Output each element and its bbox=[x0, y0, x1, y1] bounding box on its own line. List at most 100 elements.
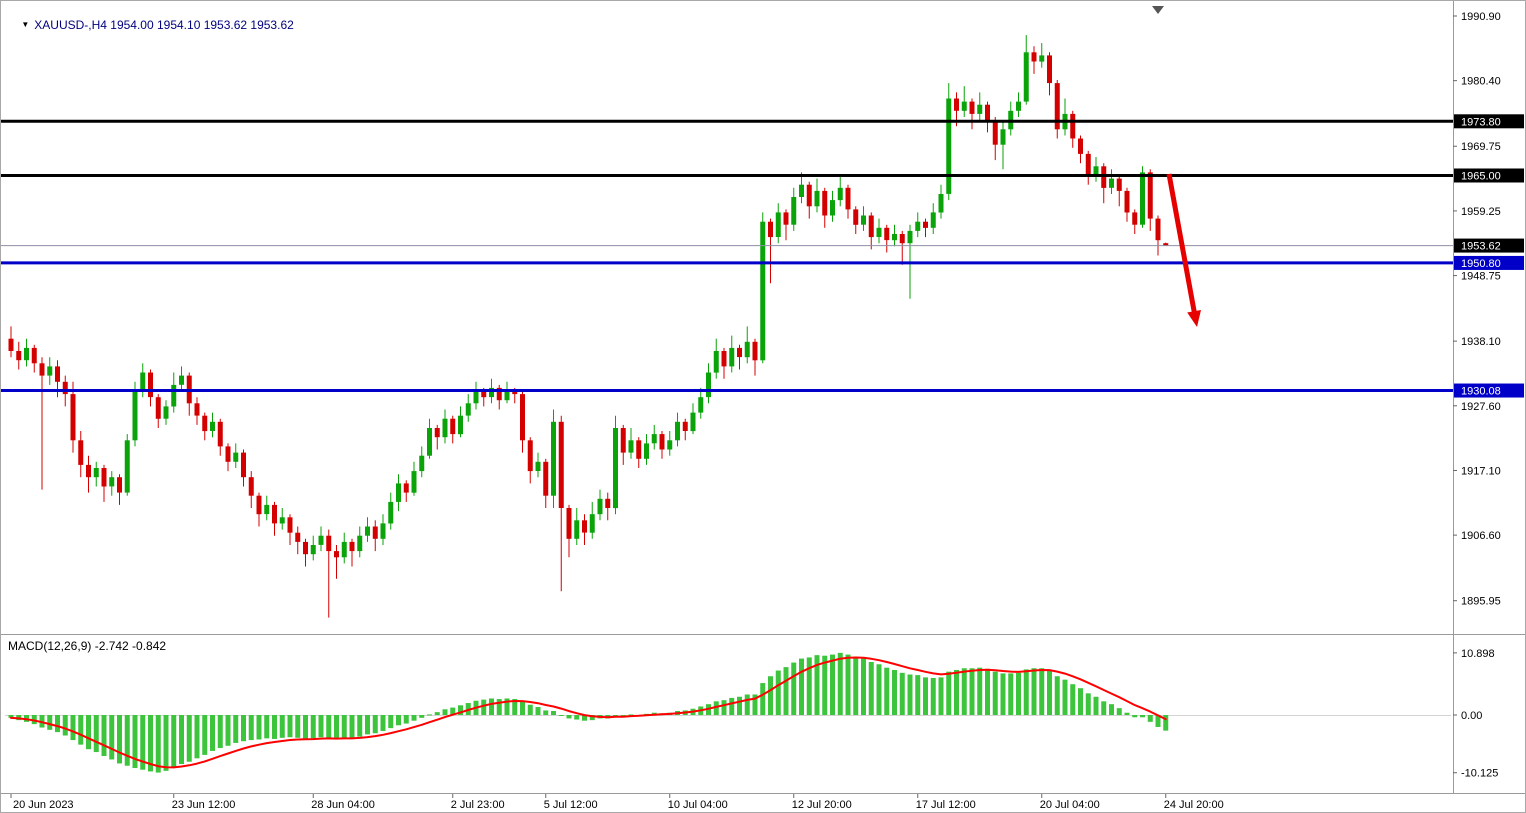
symbol-ohlc-text: XAUUSD-,H4 1954.00 1954.10 1953.62 1953.… bbox=[34, 18, 294, 32]
svg-text:1965.00: 1965.00 bbox=[1461, 170, 1501, 182]
candle-body bbox=[558, 421, 564, 508]
macd-bar bbox=[837, 652, 843, 715]
macd-bar bbox=[217, 715, 223, 749]
candle-body bbox=[248, 477, 254, 496]
candle-body bbox=[899, 234, 905, 244]
macd-bar bbox=[1000, 673, 1006, 715]
candle-body bbox=[287, 517, 293, 533]
candle-body bbox=[233, 452, 239, 462]
candle-body bbox=[504, 391, 510, 401]
candle-body bbox=[1000, 129, 1006, 145]
macd-tick-label: 10.898 bbox=[1461, 648, 1495, 660]
macd-bar bbox=[1023, 669, 1029, 715]
time-axis[interactable]: 20 Jun 2023 23 Jun 12:00 28 Jun 04:00 2 Jul… bbox=[10, 794, 1224, 811]
candle-body bbox=[326, 535, 332, 552]
candle-body bbox=[481, 391, 487, 398]
candle-body bbox=[434, 428, 440, 438]
time-axis-label: 20 Jun 2023 bbox=[13, 799, 74, 811]
macd-bar bbox=[47, 715, 53, 730]
candle-body bbox=[1039, 55, 1045, 62]
candle-body bbox=[992, 120, 998, 145]
macd-bar bbox=[1031, 668, 1037, 715]
candle-body bbox=[86, 464, 91, 478]
macd-bar bbox=[992, 671, 998, 715]
macd-bar bbox=[543, 710, 549, 715]
candle-body bbox=[713, 351, 719, 373]
candle-body bbox=[930, 212, 936, 228]
macd-bar bbox=[365, 715, 370, 735]
candle-body bbox=[442, 418, 448, 438]
candle-body bbox=[148, 372, 153, 398]
candle-body bbox=[512, 391, 518, 395]
macd-bar bbox=[1124, 712, 1130, 715]
macd-bar bbox=[954, 669, 959, 715]
candle-body bbox=[179, 375, 184, 385]
candle-body bbox=[876, 227, 882, 237]
macd-bar bbox=[558, 715, 564, 716]
candle-body bbox=[372, 526, 378, 539]
candle-body bbox=[8, 338, 14, 351]
candle-body bbox=[1116, 178, 1122, 191]
macd-bar bbox=[814, 655, 820, 715]
candle-body bbox=[589, 514, 595, 533]
macd-bar bbox=[520, 701, 525, 715]
macd-bar bbox=[1062, 679, 1068, 715]
macd-tick-label: 0.00 bbox=[1461, 710, 1482, 722]
candle-body bbox=[915, 221, 921, 231]
macd-bar bbox=[1008, 673, 1014, 715]
candle-body bbox=[109, 477, 115, 487]
macd-bar bbox=[124, 715, 130, 766]
candle-body bbox=[380, 523, 386, 539]
candle-body bbox=[620, 428, 626, 453]
candle-body bbox=[667, 440, 673, 450]
macd-bar bbox=[791, 662, 797, 715]
candle-body bbox=[171, 384, 177, 407]
macd-bar bbox=[411, 715, 417, 721]
candle-body bbox=[543, 461, 549, 496]
candle-body bbox=[582, 520, 587, 533]
candle-body bbox=[791, 197, 797, 225]
macd-bar bbox=[899, 672, 905, 715]
candle-body bbox=[1031, 52, 1037, 62]
macd-bar bbox=[419, 715, 425, 718]
macd-bar bbox=[210, 715, 215, 751]
candle-body bbox=[597, 498, 603, 515]
macd-bar bbox=[163, 715, 169, 771]
macd-axis[interactable]: 10.898 0.00 -10.125 bbox=[1453, 648, 1498, 780]
candle-body bbox=[675, 421, 680, 441]
macd-bar bbox=[830, 654, 835, 715]
macd-bar bbox=[357, 715, 363, 737]
candle-body bbox=[124, 440, 130, 493]
macd-bar bbox=[504, 698, 510, 715]
sell-arrow-annotation[interactable] bbox=[1166, 173, 1201, 327]
symbol-dropdown-icon[interactable]: ▼ bbox=[21, 20, 30, 29]
macd-bar bbox=[194, 715, 200, 759]
candle-body bbox=[450, 418, 456, 435]
candle-body bbox=[225, 446, 231, 462]
candle-body bbox=[403, 483, 409, 493]
macd-bar bbox=[396, 715, 401, 726]
candle-body bbox=[822, 190, 828, 216]
candle-body bbox=[1163, 243, 1169, 246]
candle-body bbox=[636, 440, 642, 459]
candle-body bbox=[961, 101, 967, 111]
price-tick-label: 1917.10 bbox=[1461, 465, 1501, 477]
macd-bar bbox=[1054, 676, 1060, 715]
candle-body bbox=[16, 351, 22, 361]
svg-text:1950.80: 1950.80 bbox=[1461, 258, 1501, 270]
candle-body bbox=[721, 351, 727, 367]
macd-bar bbox=[729, 697, 735, 715]
macd-bar bbox=[1147, 715, 1153, 722]
macd-bar bbox=[442, 709, 448, 715]
chart-shift-marker-icon[interactable] bbox=[1152, 6, 1164, 14]
macd-bar bbox=[450, 707, 456, 715]
macd-bar bbox=[186, 715, 192, 762]
candle-body bbox=[946, 98, 952, 194]
price-axis[interactable]: 1990.90 1980.40 1969.75 1959.25 1948.75 1938.… bbox=[1453, 11, 1524, 608]
macd-bar bbox=[589, 715, 595, 721]
candle-body bbox=[729, 347, 735, 367]
macd-indicator-label: MACD(12,26,9) -2.742 -0.842 bbox=[8, 639, 167, 653]
candle-body bbox=[527, 440, 533, 472]
